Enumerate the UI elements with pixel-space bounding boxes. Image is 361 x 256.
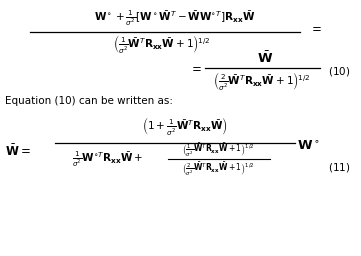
- Text: $=$: $=$: [309, 22, 321, 35]
- Text: $\bar{\mathbf{W}} =$: $\bar{\mathbf{W}} =$: [5, 143, 31, 159]
- Text: $\mathbf{W}^\circ + \frac{1}{\sigma^2}\left[\mathbf{W}^\circ\bar{\mathbf{W}}^T -: $\mathbf{W}^\circ + \frac{1}{\sigma^2}\l…: [95, 8, 256, 28]
- Text: $\frac{1}{\sigma^2}\mathbf{W}^{\circ T}\mathbf{R}_{\mathbf{xx}}\bar{\mathbf{W}} : $\frac{1}{\sigma^2}\mathbf{W}^{\circ T}\…: [72, 149, 144, 169]
- Text: $\left(\frac{1}{\sigma^2}\bar{\mathbf{W}}^T\mathbf{R}_{\mathbf{xx}}\bar{\mathbf{: $\left(\frac{1}{\sigma^2}\bar{\mathbf{W}…: [182, 141, 255, 159]
- Text: $\left(\frac{2}{\sigma^2}\bar{\mathbf{W}}^T\mathbf{R}_{\mathbf{xx}}\bar{\mathbf{: $\left(\frac{2}{\sigma^2}\bar{\mathbf{W}…: [213, 70, 311, 92]
- Text: $\left(1+\frac{1}{\sigma^2}\bar{\mathbf{W}}^T\mathbf{R}_{\mathbf{xx}}\bar{\mathb: $\left(1+\frac{1}{\sigma^2}\bar{\mathbf{…: [142, 115, 228, 137]
- Text: $\left(\frac{2}{\sigma^2}\bar{\mathbf{W}}^T\mathbf{R}_{\mathbf{xx}}\bar{\mathbf{: $\left(\frac{2}{\sigma^2}\bar{\mathbf{W}…: [182, 160, 255, 178]
- Text: $=$: $=$: [188, 61, 201, 74]
- Text: $\left(\frac{1}{\sigma^2}\bar{\mathbf{W}}^T\mathbf{R}_{\mathbf{xx}}\bar{\mathbf{: $\left(\frac{1}{\sigma^2}\bar{\mathbf{W}…: [113, 33, 211, 55]
- Text: $(11)$: $(11)$: [328, 162, 350, 175]
- Text: $\bar{\mathbf{W}}$: $\bar{\mathbf{W}}$: [257, 50, 273, 66]
- Text: $\mathbf{W}^\circ$: $\mathbf{W}^\circ$: [296, 140, 319, 153]
- Text: $(10)$: $(10)$: [328, 66, 350, 79]
- Text: Equation (10) can be written as:: Equation (10) can be written as:: [5, 96, 173, 106]
